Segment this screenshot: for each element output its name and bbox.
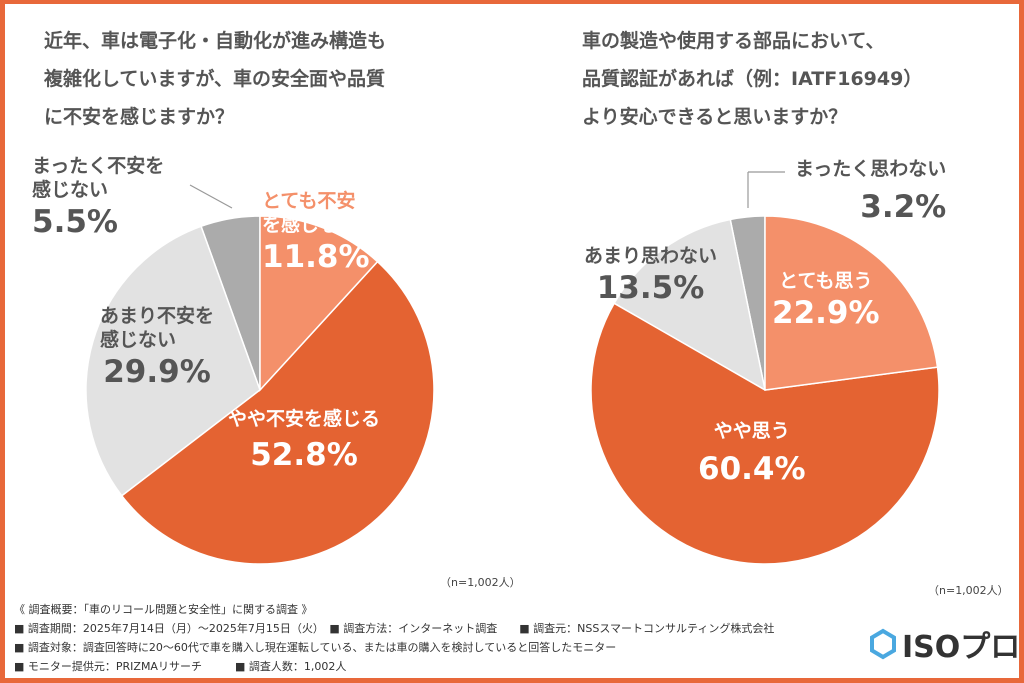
chart2-sample-size: （n=1,002人） [928,584,1009,597]
pie1-slice-1 [120,260,435,565]
pie1-slice-0 [259,215,379,392]
slice-label-not-really: あまり思わない 13.5% [584,245,718,306]
survey-summary: 《 調査概要：「車のリコール問題と安全性」に関する調査 》 ■ 調査期間：202… [14,600,774,676]
pie1-slice-2 [85,225,261,497]
chart1-sample-size: （n=1,002人） [440,576,521,589]
summary-line: ■ モニター提供元：PRIZMAリサーチ ■ 調査人数：1,002人 [14,660,347,673]
slice-label-somewhat-agree: やや思う 60.4% [698,420,806,487]
pie2-slice-0 [764,215,939,391]
summary-line: ■ 調査対象：調査回答時に20～60代で車を購入し現在運転している、または車の購… [14,641,617,654]
slice-label-not-anxious-at-all: まったく不安を 感じない 5.5% [32,155,165,240]
leader-line [189,184,233,209]
pie2-slice-1 [590,302,940,565]
slice-label-somewhat-anxious: やや不安を感じる 52.8% [228,408,381,473]
chart1-title: 近年、車は電子化・自動化が進み構造も 複雑化していますが、車の安全面や品質 に不安を… [44,30,387,128]
hexagon-icon [870,628,896,660]
slice-label-not-very-anxious: あまり不安を 感じない 29.9% [100,305,215,390]
slice-label-not-at-all: まったく思わない 3.2% [795,158,947,225]
slice-label-strongly-agree: とても思う 22.9% [772,270,880,331]
pie2-slice-2 [613,218,767,392]
summary-line: ■ 調査期間：2025年7月14日（月）～2025年7月15日（火） ■ 調査方… [14,622,775,635]
slice-label-very-anxious: とても不安 を感じる 11.8% [262,190,370,275]
chart2-title: 車の製造や使用する部品において、 品質認証があれば（例：IATF16949） より安… [582,30,923,128]
logo: ISOプロ [868,622,1020,666]
summary-title: 《 調査概要：「車のリコール問題と安全性」に関する調査 》 [14,603,313,616]
